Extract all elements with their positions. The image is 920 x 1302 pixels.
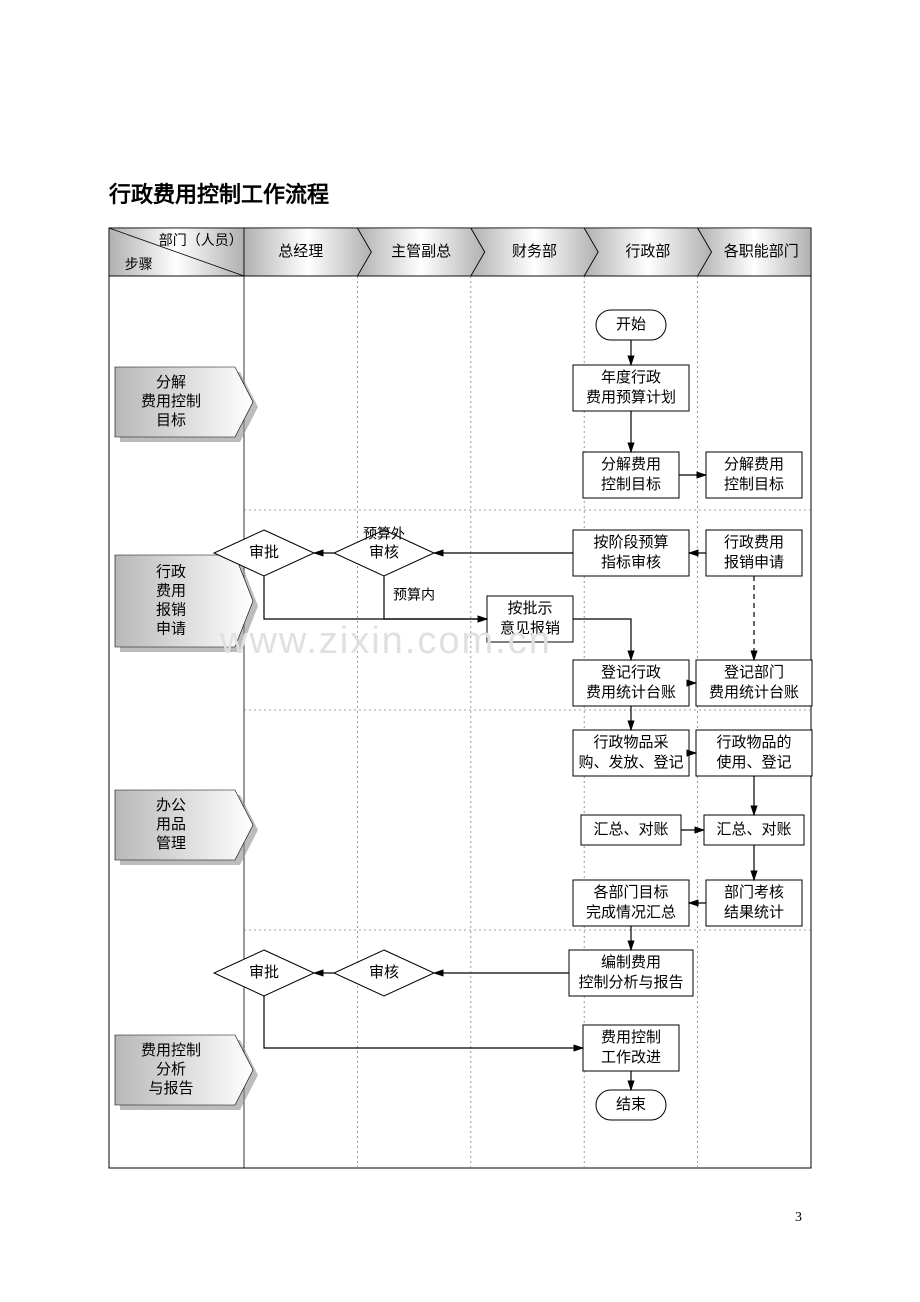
column-header: 总经理 [278,243,323,260]
svg-text:费用统计台账: 费用统计台账 [709,684,799,701]
flow-node-n5: 行政费用报销申请 [706,530,802,576]
svg-text:行政物品采: 行政物品采 [593,734,668,751]
svg-text:部门考核: 部门考核 [724,884,784,901]
flow-node-n2: 分解费用控制目标 [583,452,679,498]
flow-node-start: 开始 [596,310,666,340]
svg-text:管理: 管理 [156,835,186,852]
svg-text:汇总、对账: 汇总、对账 [593,821,668,838]
svg-text:行政: 行政 [156,564,186,581]
svg-text:汇总、对账: 汇总、对账 [716,821,791,838]
flow-node-n10: 行政物品的使用、登记 [696,730,812,776]
svg-text:分解费用: 分解费用 [724,456,784,473]
page-number: 3 [795,1210,802,1226]
svg-text:分解费用: 分解费用 [601,456,661,473]
svg-text:审批: 审批 [249,544,279,561]
svg-text:预算外: 预算外 [363,527,405,543]
flow-node-n9: 行政物品采购、发放、登记 [573,730,689,776]
svg-text:控制目标: 控制目标 [601,476,661,493]
flow-node-n11: 汇总、对账 [581,815,681,845]
flow-node-n15: 编制费用控制分析与报告 [569,950,693,996]
flow-node-n1: 年度行政费用预算计划 [573,365,689,411]
svg-text:登记部门: 登记部门 [724,664,784,681]
svg-text:报销: 报销 [156,602,186,619]
flow-node-n7: 登记行政费用统计台账 [573,660,689,706]
flow-node-n8: 登记部门费用统计台账 [696,660,812,706]
svg-text:行政物品的: 行政物品的 [716,734,791,751]
svg-text:费用控制: 费用控制 [601,1029,661,1046]
svg-text:编制费用: 编制费用 [601,954,661,971]
flow-node-n14: 部门考核结果统计 [706,880,802,926]
svg-text:完成情况汇总: 完成情况汇总 [586,904,676,921]
svg-text:结束: 结束 [616,1096,646,1113]
svg-text:按批示: 按批示 [507,600,552,617]
svg-text:审核: 审核 [369,544,399,561]
flow-node-n13: 各部门目标完成情况汇总 [573,880,689,926]
flow-node-n4: 按阶段预算指标审核 [573,530,689,576]
svg-text:费用: 费用 [156,583,186,600]
svg-text:意见报销: 意见报销 [500,619,560,637]
svg-text:费用统计台账: 费用统计台账 [586,684,676,701]
svg-text:分解: 分解 [156,374,186,391]
flow-node-n6: 按批示意见报销 [487,596,573,642]
svg-text:与报告: 与报告 [148,1080,193,1097]
svg-text:部门（人员）: 部门（人员） [159,233,243,249]
svg-text:年度行政: 年度行政 [601,369,661,386]
svg-text:办公: 办公 [156,797,186,814]
svg-text:结果统计: 结果统计 [724,904,784,921]
step-label: 费用控制分析与报告 [115,1035,253,1105]
svg-text:指标审核: 指标审核 [601,554,661,571]
step-label: 办公用品管理 [115,790,253,860]
svg-text:费用预算计划: 费用预算计划 [586,388,676,406]
step-label: 分解费用控制目标 [115,367,253,437]
flowchart-svg: 部门（人员）步骤总经理主管副总财务部行政部各职能部门分解费用控制目标行政费用报销… [0,0,920,1302]
svg-text:用品: 用品 [156,816,186,833]
step-label: 行政费用报销申请 [115,555,253,647]
flow-node-n16: 费用控制工作改进 [583,1025,679,1071]
svg-text:申请: 申请 [156,621,186,638]
svg-text:分析: 分析 [156,1061,186,1078]
column-header: 主管副总 [391,243,451,260]
svg-text:开始: 开始 [616,316,646,333]
flow-node-end: 结束 [596,1090,666,1120]
svg-text:行政费用: 行政费用 [724,534,784,551]
svg-text:审批: 审批 [249,964,279,981]
svg-text:费用控制: 费用控制 [141,1042,201,1059]
svg-text:目标: 目标 [156,412,186,429]
svg-text:报销申请: 报销申请 [724,554,784,571]
svg-text:登记行政: 登记行政 [601,664,661,681]
svg-text:控制分析与报告: 控制分析与报告 [578,974,683,991]
svg-text:费用控制: 费用控制 [141,393,201,410]
svg-text:预算内: 预算内 [393,588,435,604]
svg-text:审核: 审核 [369,964,399,981]
flow-node-n3: 分解费用控制目标 [706,452,802,498]
column-header: 行政部 [625,243,670,260]
flow-node-n12: 汇总、对账 [704,815,804,845]
svg-text:控制目标: 控制目标 [724,476,784,493]
svg-text:步骤: 步骤 [125,257,153,273]
svg-text:购、发放、登记: 购、发放、登记 [578,754,683,771]
column-header: 各职能部门 [724,243,799,260]
column-header: 财务部 [512,243,557,260]
svg-text:使用、登记: 使用、登记 [716,754,791,771]
document-page: 行政费用控制工作流程 www.zixin.com.cn 部门（人员）步骤总经理主… [0,0,920,1302]
svg-text:按阶段预算: 按阶段预算 [593,533,668,551]
svg-text:各部门目标: 各部门目标 [593,884,668,901]
svg-text:工作改进: 工作改进 [601,1049,661,1066]
